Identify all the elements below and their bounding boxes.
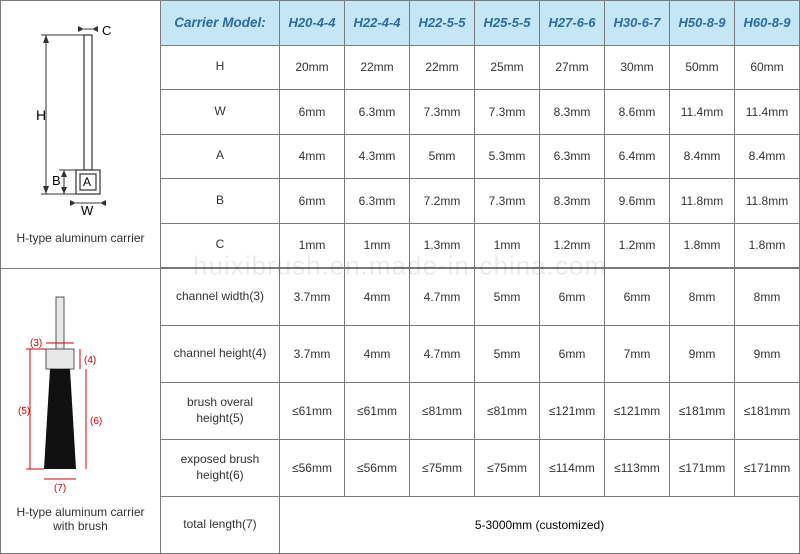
bottom-diagram-label: H-type aluminum carrier with brush (5, 505, 156, 533)
span-value: 5-3000mm (customized) (279, 497, 799, 553)
model-col: H27-6-6 (539, 1, 604, 45)
svg-text:C: C (102, 25, 111, 38)
svg-text:A: A (83, 175, 91, 189)
svg-text:(4): (4) (84, 355, 96, 366)
bottom-table: channel width(3)3.7mm4mm4.7mm5mm6mm6mm8m… (161, 269, 799, 553)
spec-table-container: huixibrush.en.made-in-china.com H (0, 0, 800, 554)
model-col: H60-8-9 (734, 1, 799, 45)
svg-text:(7): (7) (54, 483, 66, 494)
svg-text:H: H (36, 107, 46, 123)
svg-text:(3): (3) (30, 338, 42, 349)
svg-text:(6): (6) (90, 416, 102, 427)
svg-text:B: B (52, 173, 61, 188)
svg-text:W: W (81, 203, 94, 218)
table-row: A4mm4.3mm5mm5.3mm6.3mm6.4mm8.4mm8.4mm (161, 135, 799, 180)
model-col: H25-5-5 (474, 1, 539, 45)
table-row: W6mm6.3mm7.3mm7.3mm8.3mm8.6mm11.4mm11.4m… (161, 90, 799, 135)
table-row: brush overal height(5)≤61mm≤61mm≤81mm≤81… (161, 383, 799, 440)
top-table: Carrier Model: H20-4-4 H22-4-4 H22-5-5 H… (161, 1, 799, 268)
header-param: Carrier Model: (161, 1, 279, 45)
table-row: channel width(3)3.7mm4mm4.7mm5mm6mm6mm8m… (161, 269, 799, 326)
table-row: H20mm22mm22mm25mm27mm30mm50mm60mm (161, 46, 799, 91)
model-col: H50-8-9 (669, 1, 734, 45)
top-diagram-cell: H B C A W H-type aluminum car (1, 1, 161, 268)
bottom-diagram-cell: (3) (4) (5) (6) (7) H-type a (1, 269, 161, 553)
svg-text:(5): (5) (18, 406, 30, 417)
table-row-span: total length(7) 5-3000mm (customized) (161, 497, 799, 553)
table-row: exposed brush height(6)≤56mm≤56mm≤75mm≤7… (161, 440, 799, 497)
header-row: Carrier Model: H20-4-4 H22-4-4 H22-5-5 H… (161, 1, 799, 46)
top-section: H B C A W H-type aluminum car (1, 1, 799, 268)
h-brush-diagram: (3) (4) (5) (6) (7) (16, 289, 146, 499)
table-row: channel height(4)3.7mm4mm4.7mm5mm6mm7mm9… (161, 326, 799, 383)
h-profile-diagram: H B C A W (26, 25, 136, 225)
model-col: H30-6-7 (604, 1, 669, 45)
model-col: H20-4-4 (279, 1, 344, 45)
model-col: H22-5-5 (409, 1, 474, 45)
top-diagram-label: H-type aluminum carrier (16, 231, 144, 245)
table-row: C1mm1mm1.3mm1mm1.2mm1.2mm1.8mm1.8mm (161, 224, 799, 269)
model-col: H22-4-4 (344, 1, 409, 45)
table-row: B6mm6.3mm7.2mm7.3mm8.3mm9.6mm11.8mm11.8m… (161, 179, 799, 224)
bottom-section: (3) (4) (5) (6) (7) H-type a (1, 268, 799, 553)
